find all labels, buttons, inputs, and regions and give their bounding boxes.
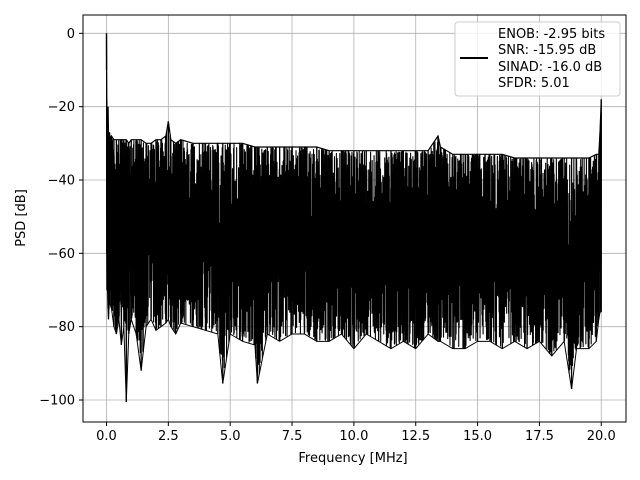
y-axis-label: PSD [dB] [14, 189, 29, 247]
x-tick-label: 0.0 [96, 429, 117, 444]
x-tick-label: 12.5 [401, 429, 430, 444]
psd-lower-envelope [106, 69, 602, 402]
legend-entry-enob: ENOB: -2.95 bits [498, 27, 605, 42]
x-axis-label: Frequency [MHz] [298, 451, 407, 466]
y-tick-label: 0 [67, 27, 75, 42]
data-layer [105, 33, 602, 402]
y-tick-label: −60 [48, 247, 75, 262]
x-tick-label: 10.0 [339, 429, 368, 444]
tick-layer: 0.0 2.5 5.0 7.5 10.0 12.5 15.0 17.5 20.0 0 −20 −40 −… [39, 27, 615, 444]
y-tick-label: −100 [39, 394, 75, 409]
legend-entry-snr: SNR: -15.95 dB [498, 43, 596, 58]
legend: ENOB: -2.95 bits SNR: -15.95 dB SINAD: -… [454, 21, 621, 97]
x-tick-label: 17.5 [525, 429, 554, 444]
x-tick-label: 15.0 [463, 429, 492, 444]
plot-frame [82, 14, 627, 423]
x-tick-label: 7.5 [282, 429, 303, 444]
legend-entry-sinad: SINAD: -16.0 dB [498, 60, 602, 75]
psd-upper-envelope [105, 33, 602, 159]
legend-box [454, 21, 621, 97]
legend-entry-sfdr: SFDR: 5.01 [498, 76, 570, 91]
y-tick-label: −20 [48, 100, 75, 115]
y-tick-label: −40 [48, 174, 75, 189]
x-tick-label: 20.0 [587, 429, 616, 444]
x-tick-label: 5.0 [220, 429, 241, 444]
x-tick-label: 2.5 [158, 429, 179, 444]
y-tick-label: −80 [48, 320, 75, 335]
